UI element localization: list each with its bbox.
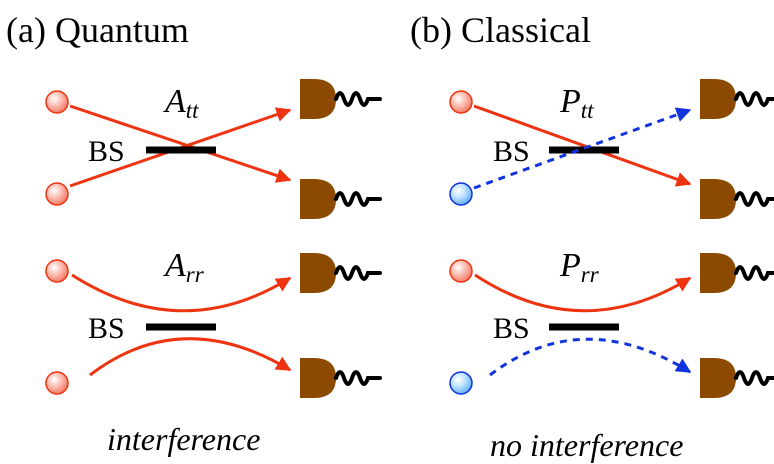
reflected-path-1 [71,273,292,313]
detector-icon [698,251,774,295]
detector-icon [298,251,382,295]
amplitude-label-tt: Att [163,83,199,123]
detector-icon [298,356,382,400]
beam-splitter-label-top: BS [88,135,125,168]
input-particle-top [45,259,69,283]
panel-classical: (b) Classical Ptt BS Prr BS no interfere… [410,10,774,463]
transmitted-path-1 [69,104,292,183]
input-particle-top [449,90,473,114]
panel-quantum: (a) Quantum Att BS Arr BS interference [6,10,382,457]
transmitted-path-1 [473,104,692,187]
detector-icon [698,356,774,400]
reflected-path-2 [89,337,292,377]
beam-splitter-label-bottom: BS [493,312,530,345]
amplitude-label-rr: Arr [163,247,205,287]
beam-splitter-label-bottom: BS [88,312,125,345]
input-particle-top [449,259,473,283]
reflected-path-2-dashed [489,337,692,377]
detector-icon [698,77,774,121]
caption-classical: no interference [490,427,683,463]
detector-icon [298,77,382,121]
probability-label-tt: Ptt [559,83,594,123]
reflected-path-1 [474,273,692,313]
beam-splitter-label-top: BS [493,135,530,168]
panel-title-classical: (b) Classical [410,10,591,50]
input-particle-bottom-classical [449,182,473,206]
caption-quantum: interference [107,421,260,457]
input-particle-bottom [45,371,69,395]
input-particle-bottom [45,182,69,206]
panel-title-quantum: (a) Quantum [6,10,189,50]
detector-icon [298,177,382,221]
probability-label-rr: Prr [559,247,600,287]
detector-icon [698,177,774,221]
input-particle-bottom-classical [449,371,473,395]
input-particle-top [45,90,69,114]
